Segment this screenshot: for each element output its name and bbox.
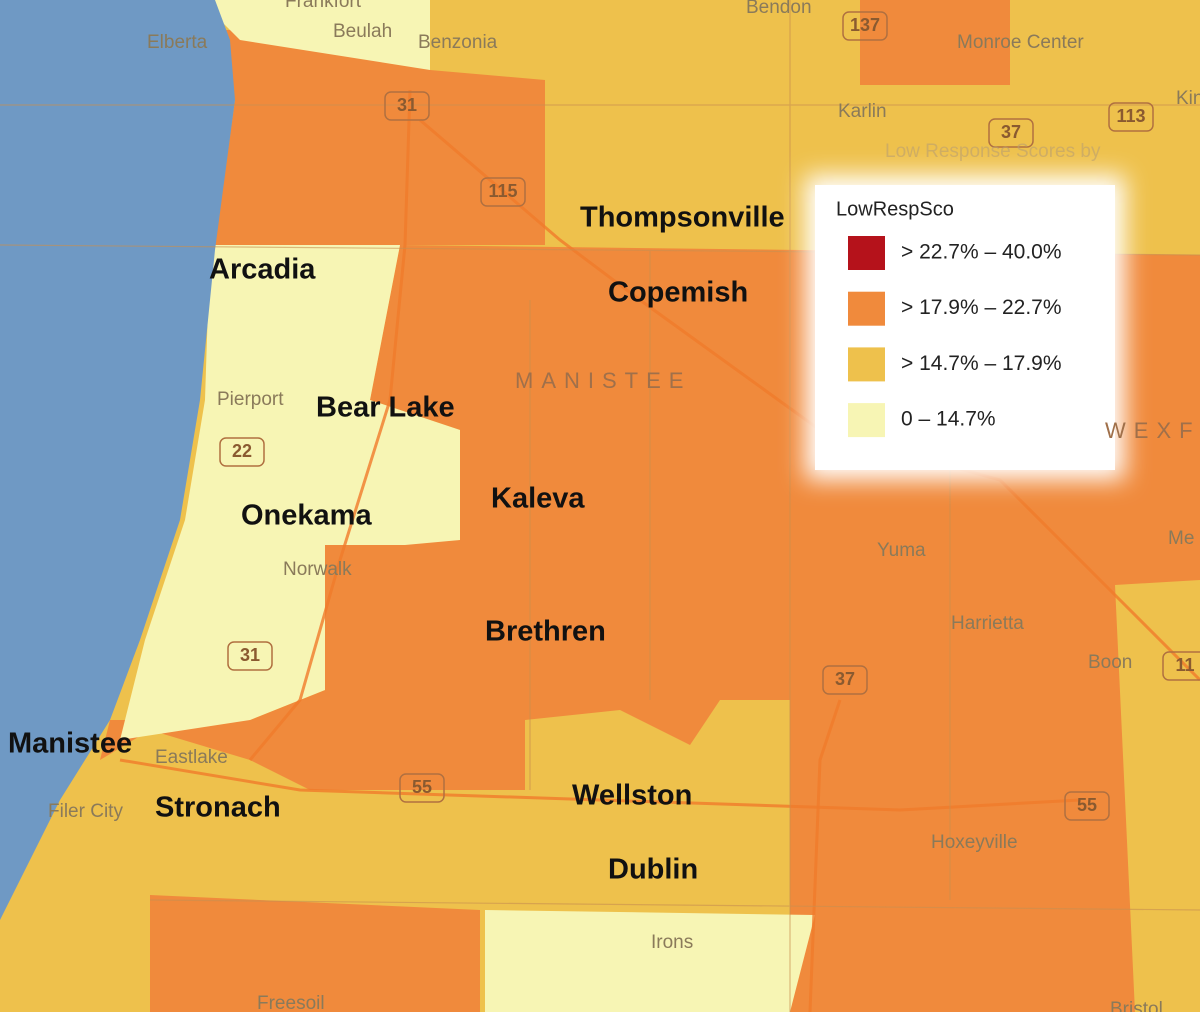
place-label: Yuma [877,540,926,561]
place-label: Pierport [217,389,284,410]
place-label: Karlin [838,101,887,122]
legend-label: > 17.9% – 22.7% [901,296,1062,319]
region [860,0,1010,85]
town-label: Brethren [485,616,606,648]
route-shield [1064,791,1110,821]
route-shield [1162,651,1200,681]
region [485,910,815,1012]
town-label: Manistee [8,728,132,760]
town-label: Thompsonville [580,202,785,234]
place-label: Irons [651,932,693,953]
legend-swatch [848,291,885,326]
place-label: Frankfort [285,0,362,12]
place-label: Bristol [1110,999,1163,1012]
legend-swatch [848,347,885,382]
route-shield [480,177,526,207]
route-shield [219,437,265,467]
place-label: Benzonia [418,32,498,53]
route-number: 37 [1001,122,1021,142]
legend-label: > 22.7% – 40.0% [901,241,1062,264]
route-number: 115 [488,181,517,201]
place-label: Kin [1176,88,1200,109]
legend-label: 0 – 14.7% [901,408,996,431]
legend-swatch [848,236,885,270]
place-label: Boon [1088,652,1132,673]
place-label: Monroe Center [957,32,1084,53]
place-label: Eastlake [155,747,228,768]
route-number: 11 [1175,655,1194,675]
place-label: Bendon [746,0,812,18]
county-label: MANISTEE [515,368,691,393]
faint-note: Low Response Scores by [885,141,1101,162]
route-shield [384,91,430,121]
route-shield [1108,102,1154,132]
place-label: Harrietta [951,613,1024,634]
place-label: Filer City [48,801,123,822]
route-number: 31 [397,95,417,115]
region [200,0,430,70]
town-label: Onekama [241,500,372,532]
town-label: Wellston [572,780,692,812]
route-number: 37 [835,669,855,689]
town-label: Arcadia [209,254,316,286]
legend-label: > 14.7% – 17.9% [901,352,1062,375]
town-label: Stronach [155,792,281,824]
route-number: 31 [240,645,260,665]
lake [0,0,235,920]
place-label: Freesoil [257,993,325,1012]
route-number: 55 [1077,795,1097,815]
route-number: 137 [850,15,880,35]
town-label: Copemish [608,277,748,309]
legend-swatch [848,403,885,438]
place-label: Me [1168,528,1194,549]
place-label: Beulah [333,21,392,42]
place-label: Elberta [147,32,208,53]
legend-title: LowRespSco [836,198,954,220]
route-shield [988,118,1034,148]
town-label: Bear Lake [316,392,455,424]
town-label: Kaleva [491,483,585,515]
route-shield [842,11,888,41]
route-shield [227,641,273,671]
route-number: 55 [412,777,432,797]
route-shield [822,665,868,695]
region [150,895,480,1012]
region [120,245,460,740]
town-label: Dublin [608,854,698,886]
route-shield [399,773,445,803]
region [215,30,545,245]
place-label: Norwalk [283,559,352,580]
route-number: 22 [232,441,252,461]
route-number: 113 [1116,106,1145,126]
county-label: WEXF [1105,418,1200,443]
place-label: Hoxeyville [931,832,1018,853]
